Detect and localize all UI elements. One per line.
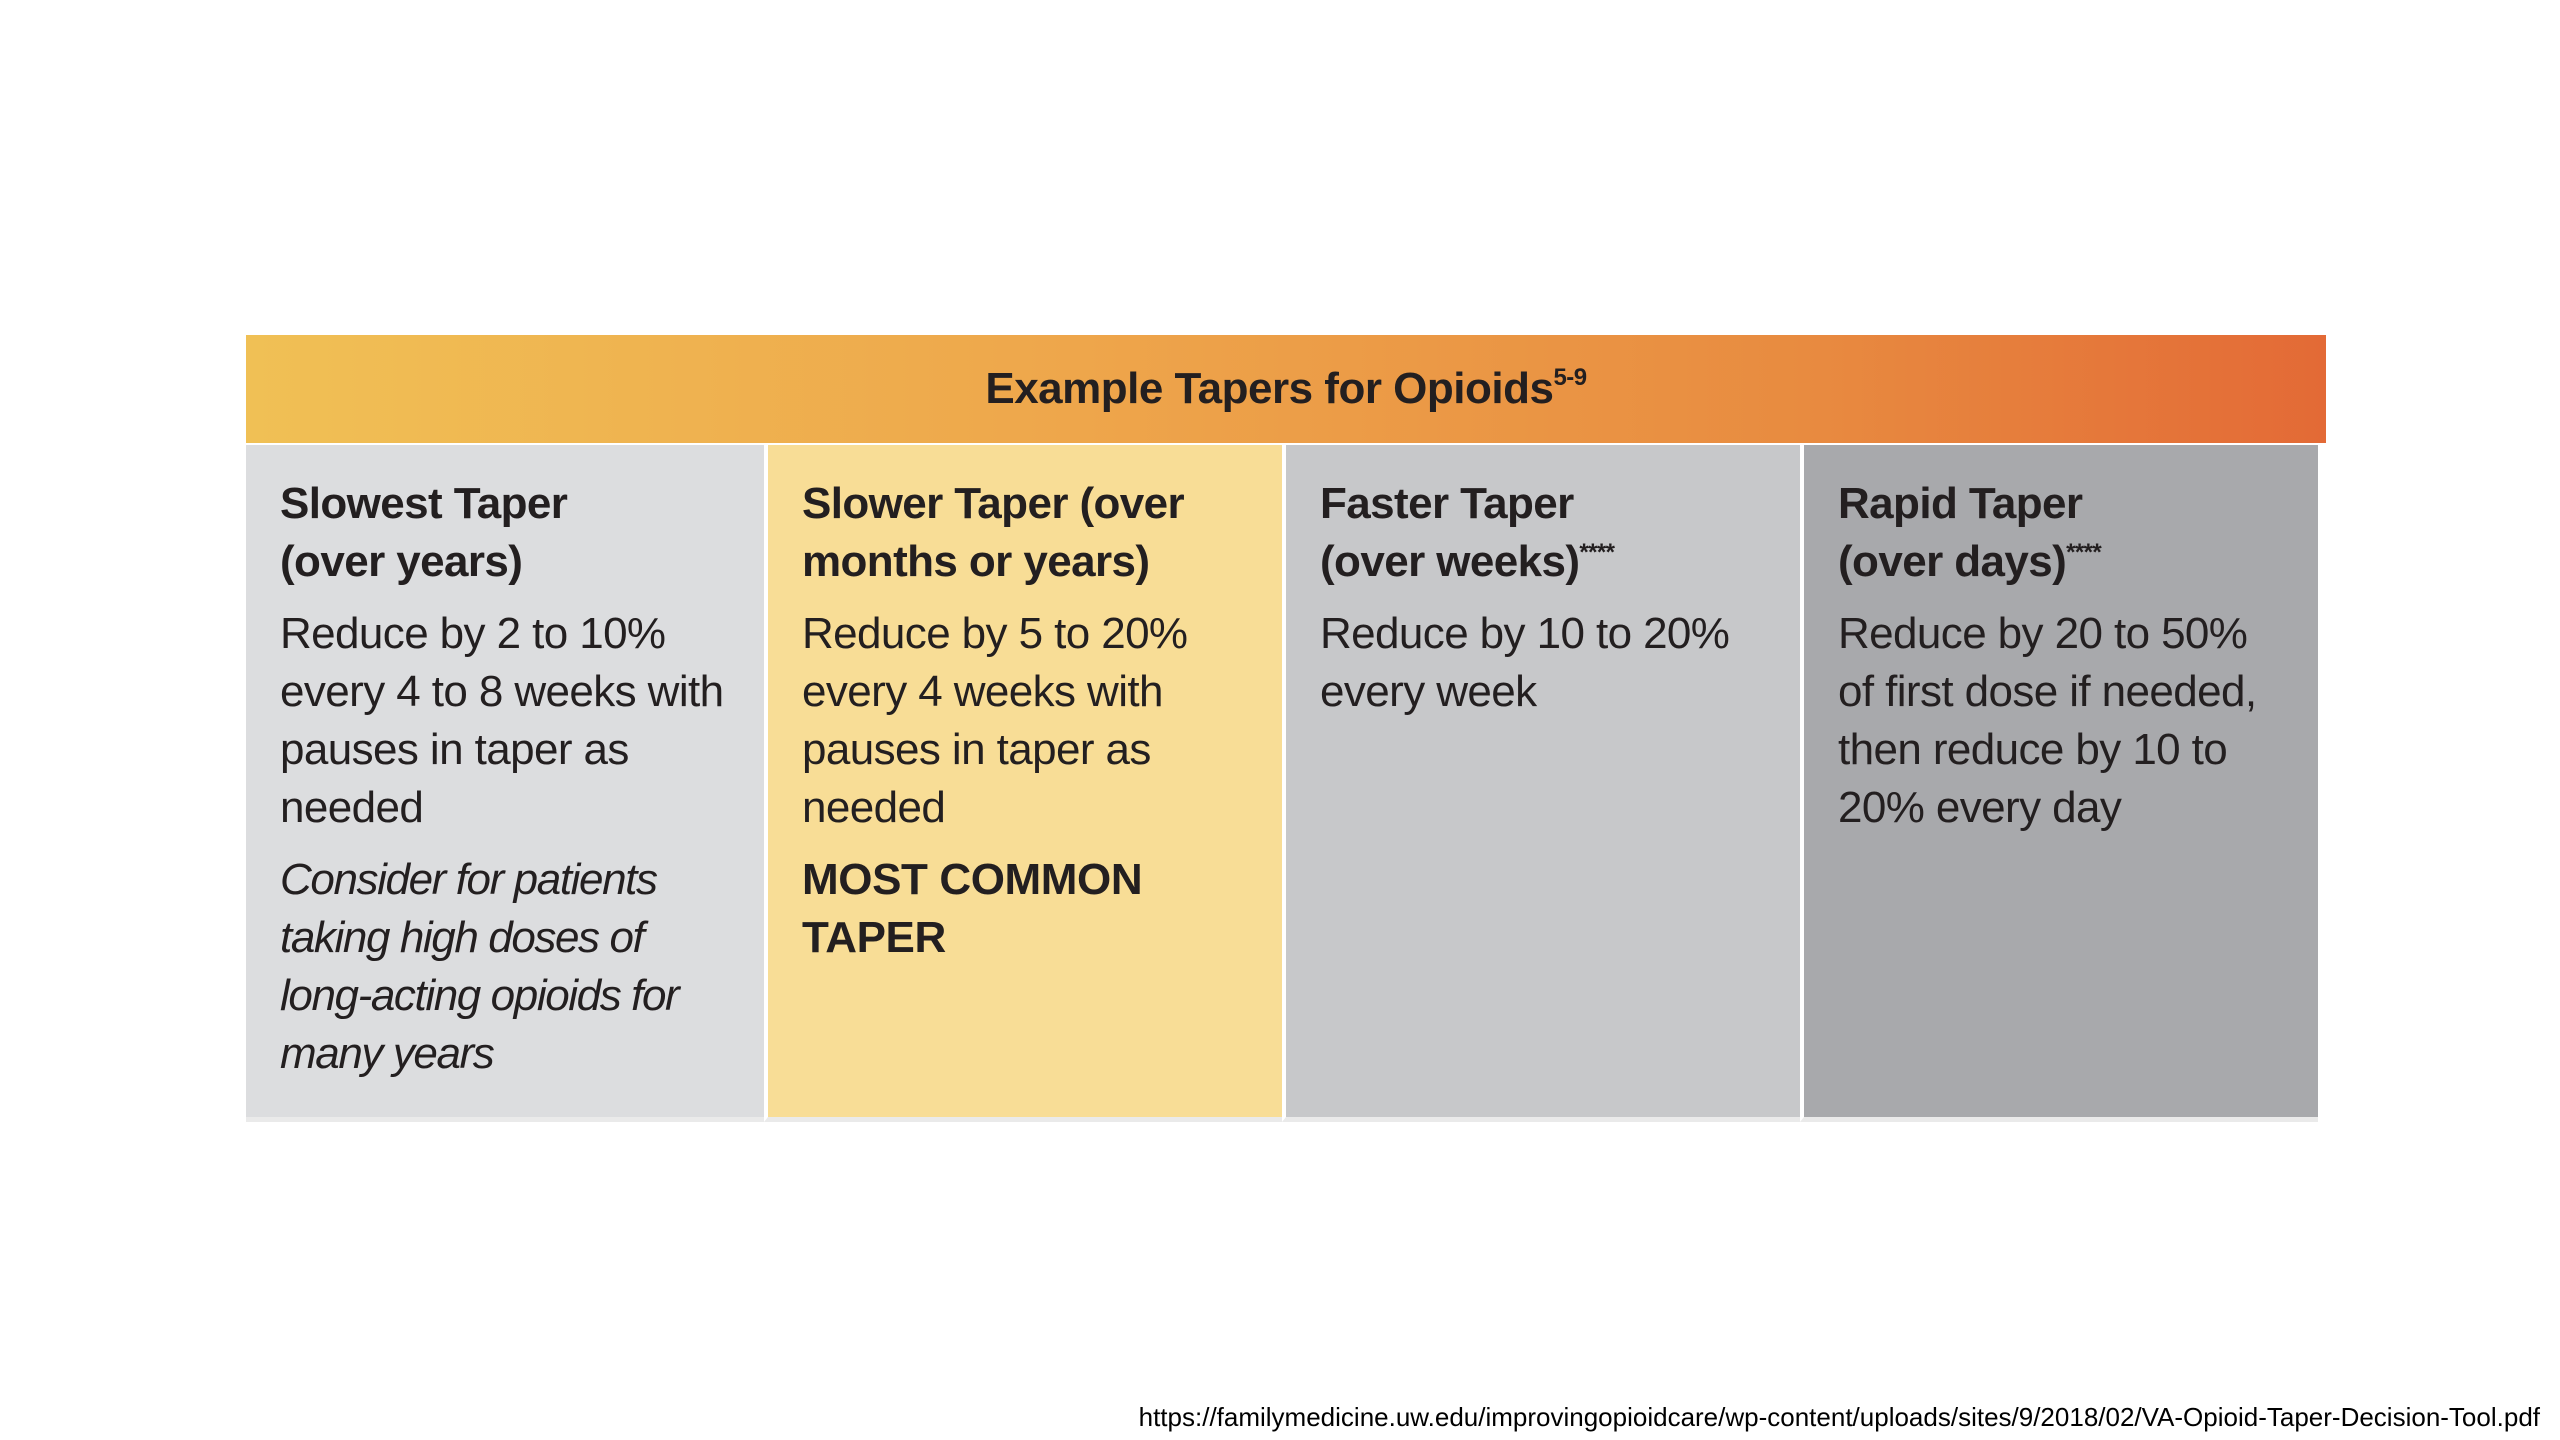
column-slower-taper: Slower Taper (over months or years) Redu… [764, 445, 1282, 1122]
column-title: Faster Taper (over weeks)**** [1320, 475, 1770, 591]
column-body: Reduce by 20 to 50% of first dose if nee… [1838, 609, 2257, 832]
column-body: Reduce by 2 to 10% every 4 to 8 weeks wi… [280, 609, 724, 832]
column-body: Reduce by 5 to 20% every 4 weeks with pa… [802, 609, 1188, 832]
taper-columns: Slowest Taper (over years) Reduce by 2 t… [246, 445, 2326, 1122]
table-title: Example Tapers for Opioids5-9 [985, 364, 1587, 414]
table-title-superscript: 5-9 [1553, 364, 1587, 391]
column-title: Rapid Taper (over days)**** [1838, 475, 2288, 591]
table-header: Example Tapers for Opioids5-9 [246, 335, 2326, 443]
column-note: Consider for patients taking high doses … [280, 855, 680, 1078]
column-title: Slowest Taper (over years) [280, 475, 734, 591]
source-url: https://familymedicine.uw.edu/improvingo… [1138, 1402, 2540, 1432]
column-title-superscript: **** [2066, 539, 2102, 566]
column-title-text: Slower Taper (over months or years) [802, 479, 1185, 586]
column-title-superscript: **** [1579, 539, 1615, 566]
column-title-text: Rapid Taper (over days) [1838, 479, 2083, 586]
column-title-text: Slowest Taper (over years) [280, 479, 568, 586]
column-slowest-taper: Slowest Taper (over years) Reduce by 2 t… [246, 445, 764, 1122]
table-title-text: Example Tapers for Opioids [985, 364, 1554, 413]
most-common-flag: MOST COMMON TAPER [802, 855, 1143, 962]
column-title-text: Faster Taper (over weeks) [1320, 479, 1580, 586]
taper-table: Example Tapers for Opioids5-9 Slowest Ta… [246, 335, 2326, 1122]
column-title: Slower Taper (over months or years) [802, 475, 1252, 591]
column-rapid-taper: Rapid Taper (over days)**** Reduce by 20… [1800, 445, 2318, 1122]
column-body: Reduce by 10 to 20% every week [1320, 609, 1730, 716]
column-faster-taper: Faster Taper (over weeks)**** Reduce by … [1282, 445, 1800, 1122]
